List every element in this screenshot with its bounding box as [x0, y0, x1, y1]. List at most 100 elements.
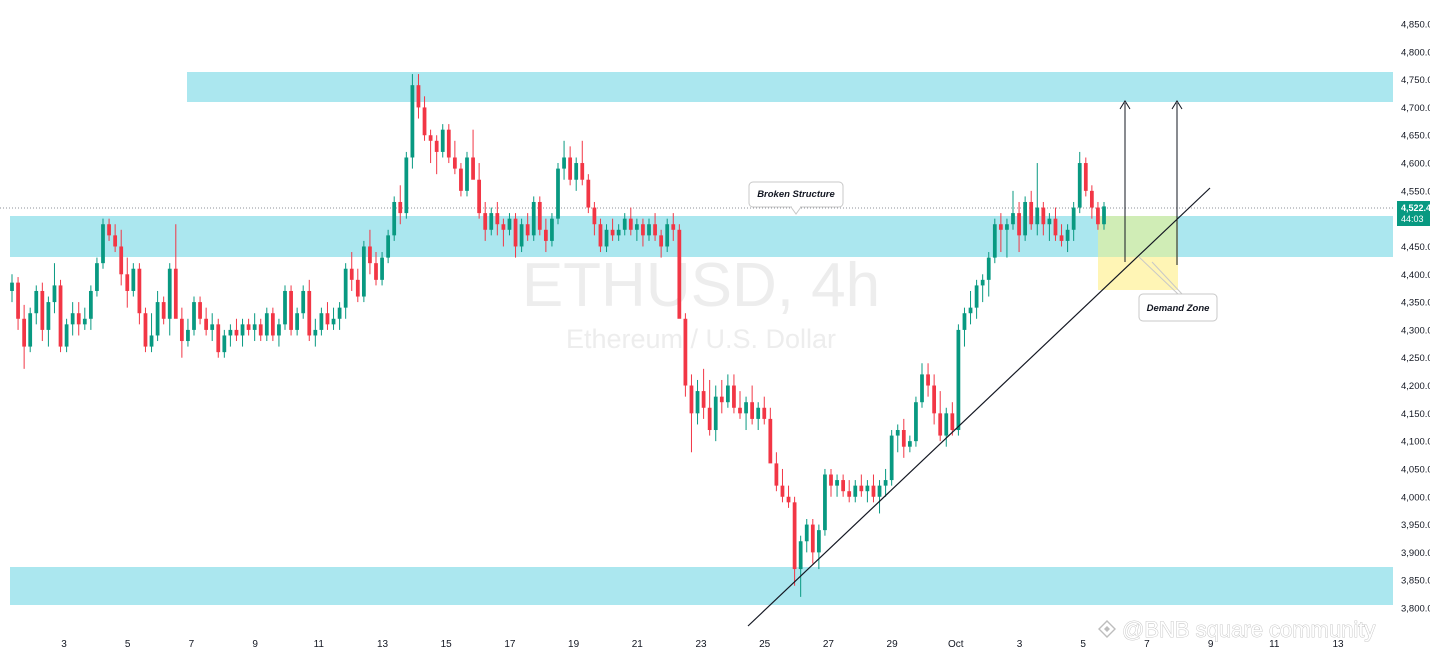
candle [186, 318, 190, 347]
candle [701, 368, 706, 419]
candle [622, 213, 627, 236]
candle [76, 302, 81, 336]
candle [823, 468, 827, 536]
price-tick-label: 4,650.0 [1401, 131, 1430, 142]
candle [216, 318, 221, 358]
candle [210, 313, 215, 342]
candle [968, 290, 973, 325]
candle [1041, 201, 1046, 236]
candle [810, 519, 815, 564]
candle [883, 468, 888, 497]
candle [1083, 157, 1088, 197]
candle [744, 396, 748, 431]
bnb-logo-icon [1098, 620, 1116, 638]
demand-zone-callout: Demand Zone [1138, 256, 1218, 322]
candle [537, 196, 542, 236]
candle [756, 402, 761, 431]
candle [270, 307, 275, 342]
candle [88, 285, 93, 330]
time-axis[interactable]: 3 5 7 9 11 13 15 17 19 21 23 25 27 29 Oct 3 5 7 9 11 13 [61, 639, 1344, 650]
candle [119, 229, 124, 286]
candle [920, 363, 924, 408]
candle [404, 151, 409, 219]
candle [143, 307, 148, 353]
candle [634, 218, 639, 241]
candle [932, 374, 937, 425]
candle [386, 229, 391, 264]
candle [974, 279, 979, 319]
candle [361, 240, 366, 303]
candle [707, 379, 712, 436]
price-tick-label: 4,550.0 [1401, 186, 1430, 197]
candle [70, 302, 75, 336]
candle [155, 290, 160, 342]
candle [895, 424, 900, 453]
time-tick-label: 5 [1080, 639, 1086, 650]
candle [277, 318, 281, 347]
candle [343, 263, 348, 319]
price-axis[interactable]: 4,850.0 4,800.0 4,750.0 4,700.0 4,650.0 4,600… [1401, 20, 1430, 615]
candle [252, 313, 257, 342]
candle [835, 474, 839, 497]
candle [671, 213, 676, 241]
candle [950, 402, 955, 436]
candle [1017, 201, 1021, 253]
candle [101, 218, 105, 269]
candle [980, 274, 985, 303]
candle [531, 196, 536, 241]
candle [459, 163, 463, 197]
candle [307, 279, 312, 342]
price-tick-label: 4,350.0 [1401, 298, 1430, 309]
price-tick-label: 4,250.0 [1401, 353, 1430, 364]
candle [750, 385, 755, 425]
candle [131, 263, 136, 297]
candle [610, 218, 615, 241]
price-tick-label: 4,100.0 [1401, 437, 1430, 448]
candle [865, 480, 870, 503]
last-price-value: 4,522.4 [1401, 203, 1430, 213]
candle [792, 496, 797, 586]
time-tick-label: 27 [823, 639, 835, 650]
candle [550, 213, 554, 247]
time-tick-label: 3 [1017, 639, 1023, 650]
candle [653, 213, 657, 241]
target-arrow-2 [1171, 100, 1183, 265]
candle [95, 257, 99, 297]
candles-group [10, 74, 1106, 597]
demand-zone-label: Demand Zone [1147, 303, 1211, 314]
candle [258, 318, 263, 342]
candle [240, 318, 245, 347]
candle [374, 252, 378, 286]
candle [355, 268, 360, 303]
candle [956, 324, 961, 436]
candle [325, 302, 330, 330]
time-tick-label: 5 [125, 639, 131, 650]
time-tick-label: 25 [759, 639, 771, 650]
candle [179, 307, 184, 358]
price-tick-label: 3,950.0 [1401, 520, 1430, 531]
candle [1065, 224, 1070, 253]
watermark-symbol: ETHUSD, 4h [522, 251, 880, 320]
candle [440, 124, 445, 158]
candle [137, 263, 142, 325]
candle [859, 474, 864, 497]
candle [16, 277, 20, 330]
candle [204, 307, 209, 336]
time-tick-label: 9 [252, 639, 258, 650]
candle [52, 263, 57, 314]
candle [574, 157, 579, 191]
time-tick-label: 3 [61, 639, 67, 650]
candle [301, 285, 306, 319]
price-tick-label: 4,050.0 [1401, 464, 1430, 475]
candle [465, 151, 469, 197]
candle [944, 407, 949, 447]
candle [519, 218, 524, 253]
candle [173, 224, 178, 319]
price-tick-label: 4,000.0 [1401, 492, 1430, 503]
candle [222, 329, 227, 358]
candle [829, 468, 833, 497]
candle [992, 218, 997, 264]
candle [167, 263, 172, 336]
watermark-description: Ethereum / U.S. Dollar [566, 324, 836, 354]
